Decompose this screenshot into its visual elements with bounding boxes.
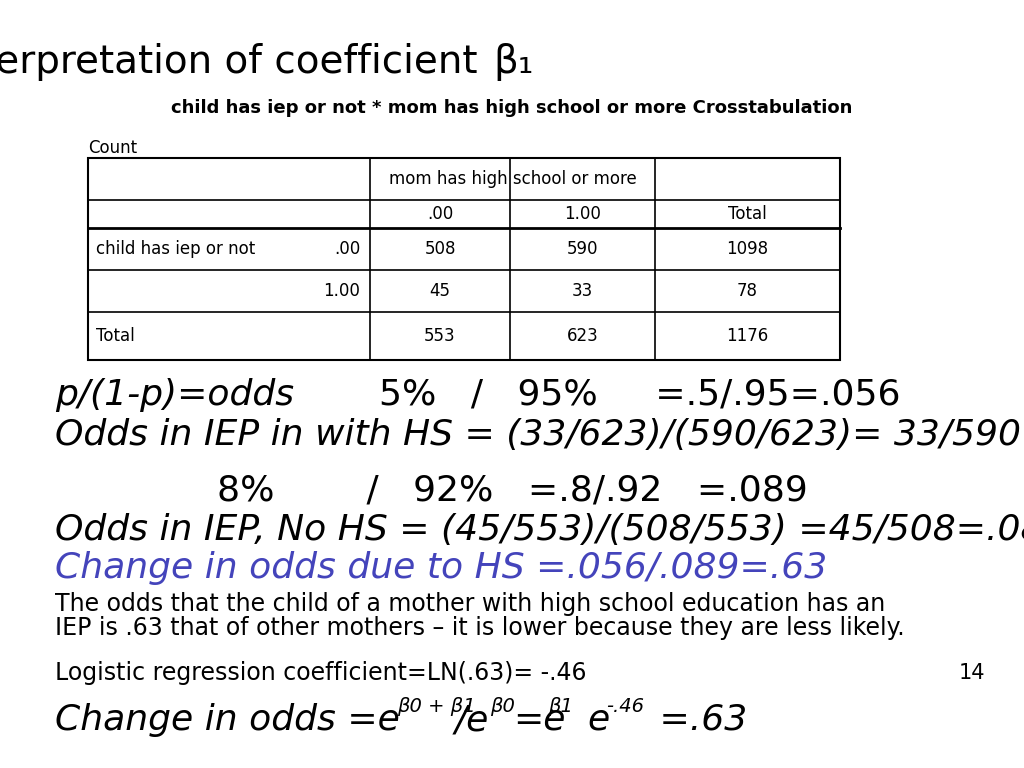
Text: 33: 33 bbox=[571, 282, 593, 300]
Text: Odds in IEP, No HS = (45/553)/(508/553) =45/508=.089: Odds in IEP, No HS = (45/553)/(508/553) … bbox=[55, 513, 1024, 547]
Text: 1.00: 1.00 bbox=[564, 205, 601, 223]
Text: Total: Total bbox=[96, 327, 135, 345]
Bar bbox=[88, 158, 840, 360]
Text: 45: 45 bbox=[429, 282, 451, 300]
Text: The odds that the child of a mother with high school education has an: The odds that the child of a mother with… bbox=[55, 592, 886, 616]
Text: Logistic regression coefficient=LN(.63)= -.46: Logistic regression coefficient=LN(.63)=… bbox=[55, 661, 587, 685]
Text: Change in odds =e: Change in odds =e bbox=[55, 703, 400, 737]
Text: .00: .00 bbox=[334, 240, 360, 258]
Text: Odds in IEP in with HS = (33/623)/(590/623)= 33/590=.056: Odds in IEP in with HS = (33/623)/(590/6… bbox=[55, 418, 1024, 452]
Text: p/(1-p)=odds: p/(1-p)=odds bbox=[55, 378, 294, 412]
Text: 8%        /   92%   =.8/.92   =.089: 8% / 92% =.8/.92 =.089 bbox=[217, 473, 807, 507]
Text: 1176: 1176 bbox=[726, 327, 769, 345]
Text: β₁: β₁ bbox=[493, 43, 534, 81]
Text: =.63: =.63 bbox=[648, 703, 748, 737]
Text: Example Interpretation of coefficient: Example Interpretation of coefficient bbox=[0, 43, 490, 81]
Text: mom has high school or more: mom has high school or more bbox=[389, 170, 636, 188]
Text: 1098: 1098 bbox=[726, 240, 769, 258]
Text: 1.00: 1.00 bbox=[324, 282, 360, 300]
Text: 623: 623 bbox=[566, 327, 598, 345]
Text: 553: 553 bbox=[424, 327, 456, 345]
Text: e: e bbox=[565, 703, 610, 737]
Text: IEP is .63 that of other mothers – it is lower because they are less likely.: IEP is .63 that of other mothers – it is… bbox=[55, 616, 904, 640]
Text: Count: Count bbox=[88, 139, 137, 157]
Text: 590: 590 bbox=[566, 240, 598, 258]
Text: Change in odds due to HS =.056/.089=.63: Change in odds due to HS =.056/.089=.63 bbox=[55, 551, 827, 585]
Text: =e: =e bbox=[513, 703, 565, 737]
Text: 508: 508 bbox=[424, 240, 456, 258]
Text: child has iep or not: child has iep or not bbox=[96, 240, 255, 258]
Text: .00: .00 bbox=[427, 205, 454, 223]
Text: β0: β0 bbox=[490, 697, 515, 716]
Text: β0 + β1: β0 + β1 bbox=[397, 697, 475, 716]
Text: -.46: -.46 bbox=[606, 697, 644, 716]
Text: 14: 14 bbox=[958, 663, 985, 683]
Text: /e: /e bbox=[455, 703, 489, 737]
Text: 5%   /   95%     =.5/.95=.056: 5% / 95% =.5/.95=.056 bbox=[379, 378, 901, 412]
Text: β1: β1 bbox=[548, 697, 572, 716]
Text: Total: Total bbox=[728, 205, 767, 223]
Text: child has iep or not * mom has high school or more Crosstabulation: child has iep or not * mom has high scho… bbox=[171, 99, 853, 117]
Text: 78: 78 bbox=[737, 282, 758, 300]
